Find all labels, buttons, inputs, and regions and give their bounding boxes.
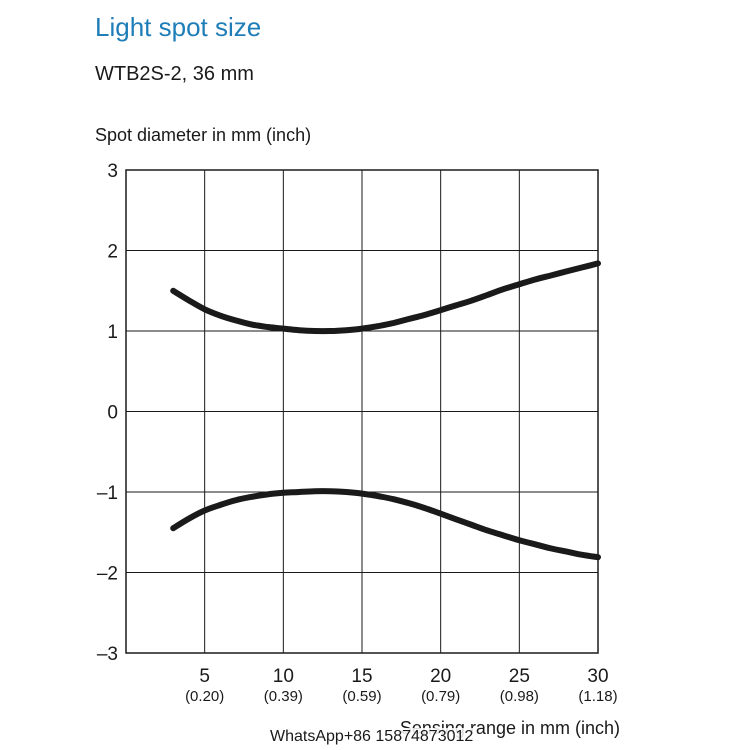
x-tick-label-0: 5 — [199, 666, 210, 687]
chart-title: Light spot size — [95, 12, 262, 42]
x-tick-sublabel-3: (0.79) — [421, 688, 460, 705]
watermark-text: WhatsApp+86 15874873012 — [270, 728, 474, 746]
x-tick-label-3: 20 — [430, 666, 451, 687]
series-line-0 — [170, 260, 601, 335]
x-tick-label-4: 25 — [509, 666, 530, 687]
y-tick-label-0: 3 — [107, 161, 118, 182]
x-tick-label-5: 30 — [587, 666, 608, 687]
y-tick-label-2: 1 — [107, 322, 118, 343]
y-axis-label: Spot diameter in mm (inch) — [95, 125, 312, 145]
chart-subtitle: WTB2S-2, 36 mm — [95, 63, 254, 85]
y-tick-label-1: 2 — [107, 242, 118, 263]
x-tick-sublabel-5: (1.18) — [578, 688, 617, 705]
x-tick-label-1: 10 — [273, 666, 294, 687]
y-tick-label-5: –2 — [97, 564, 118, 585]
x-tick-sublabel-1: (0.39) — [264, 688, 303, 705]
y-tick-label-6: –3 — [97, 644, 118, 665]
x-tick-sublabel-0: (0.20) — [185, 688, 224, 705]
chart-grid — [125, 169, 599, 654]
series-line-1 — [170, 488, 601, 561]
y-tick-labels: 3 2 1 0 –1 –2 –3 — [97, 161, 118, 665]
x-tick-labels: 5(0.20) 10(0.39) 15(0.59) 20(0.79) 25(0.98) 3… — [185, 666, 618, 705]
chart-series — [170, 260, 601, 561]
x-tick-sublabel-2: (0.59) — [342, 688, 381, 705]
x-tick-label-2: 15 — [351, 666, 372, 687]
x-tick-sublabel-4: (0.98) — [500, 688, 539, 705]
y-tick-label-3: 0 — [107, 403, 118, 424]
y-tick-label-4: –1 — [97, 483, 118, 504]
